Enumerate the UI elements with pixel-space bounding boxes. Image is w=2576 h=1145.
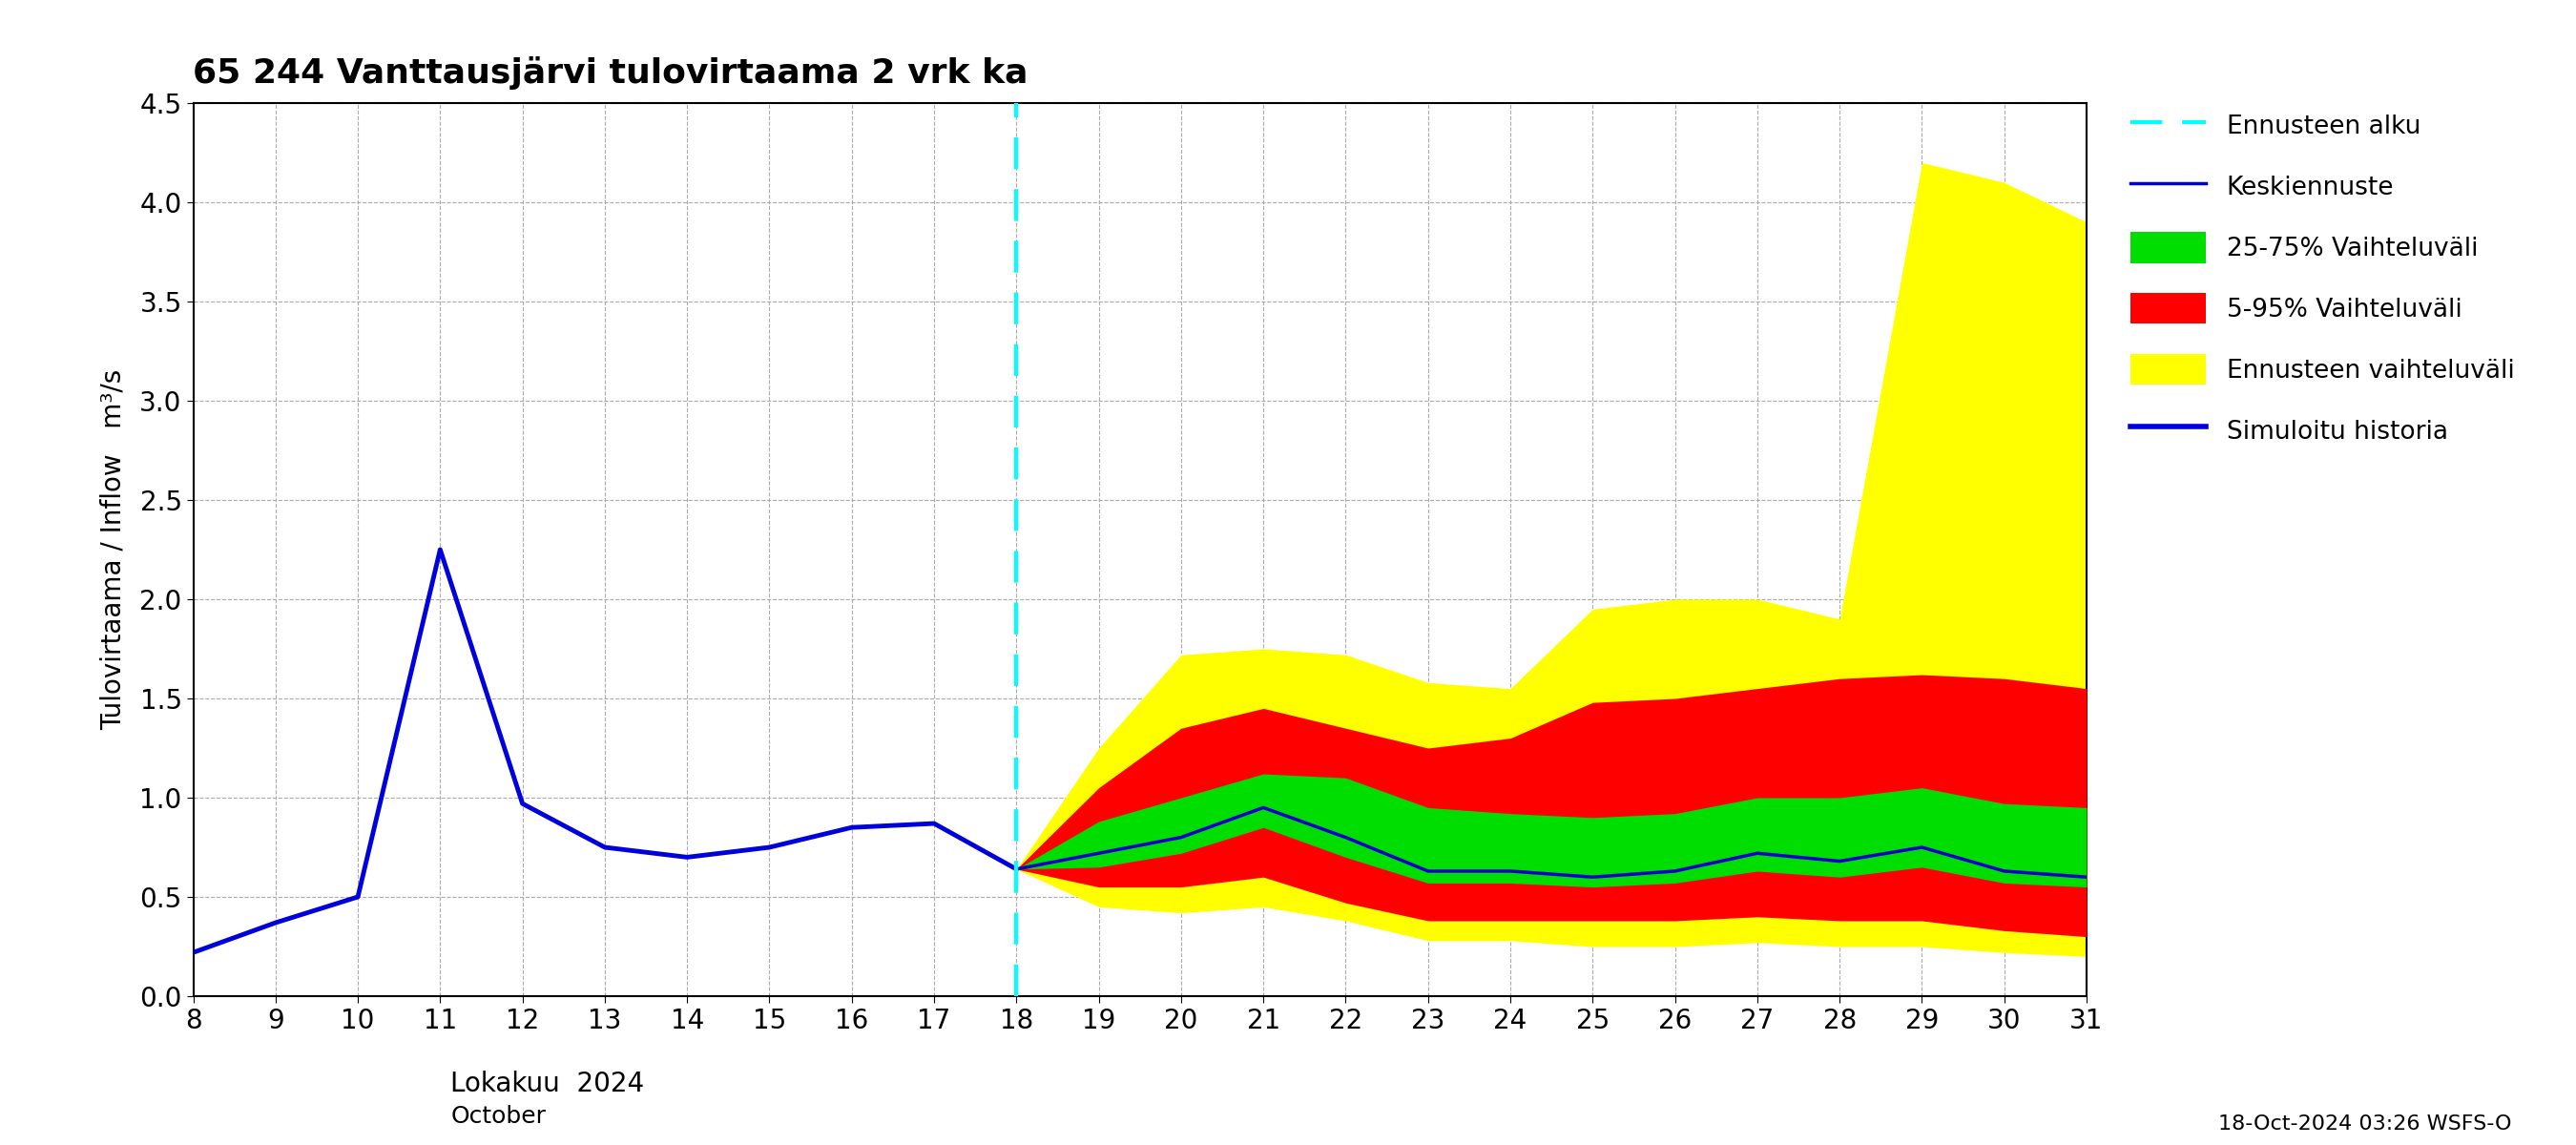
Text: 65 244 Vanttausjärvi tulovirtaama 2 vrk ka: 65 244 Vanttausjärvi tulovirtaama 2 vrk … [193, 56, 1028, 89]
Text: Lokakuu  2024: Lokakuu 2024 [451, 1071, 644, 1097]
Legend: Ennusteen alku, Keskiennuste, 25-75% Vaihteluväli, 5-95% Vaihteluväli, Ennusteen: Ennusteen alku, Keskiennuste, 25-75% Vai… [2117, 97, 2527, 458]
Text: October: October [451, 1105, 546, 1128]
Text: 18-Oct-2024 03:26 WSFS-O: 18-Oct-2024 03:26 WSFS-O [2218, 1114, 2512, 1134]
Y-axis label: Tulovirtaama / Inflow   m³/s: Tulovirtaama / Inflow m³/s [100, 369, 126, 731]
